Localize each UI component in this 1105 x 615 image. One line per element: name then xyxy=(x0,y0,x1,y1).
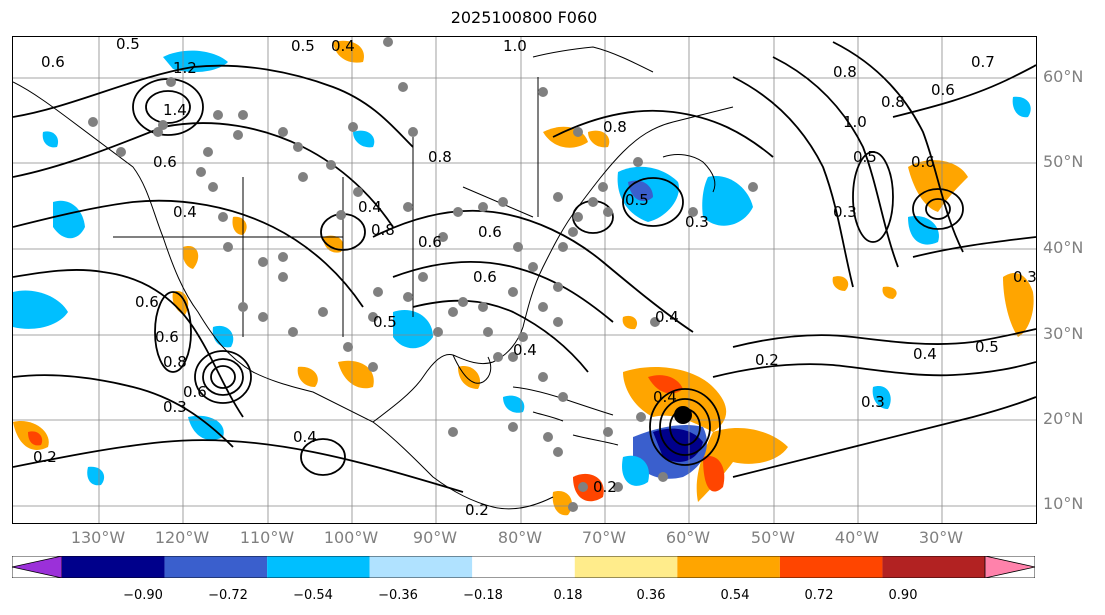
contour-label: 0.5 xyxy=(116,37,140,53)
contour-label: 0.8 xyxy=(428,148,452,166)
colorbar-tick-label: 0.90 xyxy=(888,588,918,603)
lon-label: 30°W xyxy=(918,528,964,547)
contour-label: 0.4 xyxy=(331,37,355,55)
colorbar-segment xyxy=(62,556,165,578)
contour-label: 0.8 xyxy=(881,93,905,111)
map-panel: 0.5 0.4 0.5 0.6 1.2 1.0 1.4 0.6 0.8 0.8 … xyxy=(12,36,1037,524)
contour-label: 0.7 xyxy=(971,53,995,71)
lon-label: 110°W xyxy=(239,528,295,547)
colorbar-tick-label: −0.90 xyxy=(123,588,163,603)
colorbar-tick-label: 0.54 xyxy=(720,588,750,603)
contour-label: 0.4 xyxy=(173,203,197,221)
contour-label: 1.2 xyxy=(173,59,197,77)
contour-label: 0.6 xyxy=(473,268,497,286)
contour-lines xyxy=(13,41,1036,493)
contour-label: 0.6 xyxy=(478,223,502,241)
colorbar-segment xyxy=(267,556,370,578)
lon-label: 90°W xyxy=(412,528,458,547)
colorbar-extend-low xyxy=(12,556,63,578)
colorbar-tick-label: −0.36 xyxy=(378,588,418,603)
lon-label: 40°W xyxy=(834,528,880,547)
colorbar-segment xyxy=(882,556,985,578)
lon-label: 130°W xyxy=(70,528,126,547)
contour-label: 0.5 xyxy=(373,313,397,331)
contour-label: 0.2 xyxy=(593,478,617,496)
contour-label: 1.0 xyxy=(843,113,867,131)
contour-label: 0.4 xyxy=(913,345,937,363)
contour-label-group: 0.5 0.4 0.5 0.6 1.2 1.0 1.4 0.6 0.8 0.8 … xyxy=(33,37,1036,519)
contour-label: 1.0 xyxy=(503,37,527,55)
lat-label: 10°N xyxy=(1043,494,1084,513)
colorbar-segment xyxy=(472,556,575,578)
lat-label: 40°N xyxy=(1043,238,1084,257)
lat-label: 50°N xyxy=(1043,152,1084,171)
contour-label: 0.3 xyxy=(685,213,709,231)
contour-label: 0.3 xyxy=(861,393,885,411)
colorbar-tick-label: −0.72 xyxy=(208,588,248,603)
lon-label: 80°W xyxy=(497,528,543,547)
colorbar-segment xyxy=(779,556,883,578)
lon-label: 70°W xyxy=(581,528,627,547)
contour-label: 0.2 xyxy=(465,501,489,519)
contour-label: 0.4 xyxy=(358,198,382,216)
contour-label: 0.5 xyxy=(291,37,315,55)
contour-label: 0.4 xyxy=(293,428,317,446)
lon-label: 60°W xyxy=(665,528,711,547)
lat-label: 30°N xyxy=(1043,324,1084,343)
contour-label: 0.3 xyxy=(163,398,187,416)
contour-label: 0.5 xyxy=(853,148,877,166)
contour-label: 0.6 xyxy=(41,53,65,71)
contour-label: 0.4 xyxy=(653,388,677,406)
contour-label: 0.6 xyxy=(135,293,159,311)
contour-label: 0.5 xyxy=(625,191,649,209)
contour-label: 0.3 xyxy=(1013,268,1036,286)
contour-label: 0.4 xyxy=(655,308,679,326)
contour-label: 0.2 xyxy=(755,351,779,369)
station-dots xyxy=(88,37,758,512)
lon-label: 120°W xyxy=(154,528,210,547)
colorbar-segment xyxy=(574,556,678,578)
lat-label: 20°N xyxy=(1043,409,1084,428)
contour-label: 0.6 xyxy=(153,153,177,171)
colorbar-extend-high xyxy=(984,556,1035,578)
contour-label: 0.3 xyxy=(833,203,857,221)
contour-label: 0.8 xyxy=(163,353,187,371)
map-title: 2025100800 F060 xyxy=(450,8,598,27)
colorbar-segment xyxy=(369,556,473,578)
coastlines xyxy=(13,46,734,510)
contour-label: 0.6 xyxy=(911,153,935,171)
contour-label: 0.6 xyxy=(931,81,955,99)
colorbar-tick-label: 0.36 xyxy=(636,588,666,603)
contour-label: 0.6 xyxy=(183,383,207,401)
contour-label: 0.8 xyxy=(833,63,857,81)
positive-shading xyxy=(13,40,1034,516)
colorbar-tick-label: 0.18 xyxy=(553,588,583,603)
contour-label: 0.2 xyxy=(33,448,57,466)
lon-label: 100°W xyxy=(323,528,379,547)
colorbar-tick-label: −0.54 xyxy=(293,588,333,603)
map-canvas: 0.5 0.4 0.5 0.6 1.2 1.0 1.4 0.6 0.8 0.8 … xyxy=(13,37,1036,523)
colorbar-tick-label: 0.72 xyxy=(804,588,834,603)
colorbar xyxy=(12,556,1035,578)
lon-label: 50°W xyxy=(750,528,796,547)
contour-label: 0.8 xyxy=(603,118,627,136)
colorbar-segment xyxy=(677,556,780,578)
contour-label: 0.4 xyxy=(513,341,537,359)
contour-label: 0.6 xyxy=(418,233,442,251)
contour-label: 0.6 xyxy=(155,328,179,346)
cyclone-center-marker xyxy=(674,406,692,424)
colorbar-segment xyxy=(164,556,268,578)
contour-label: 1.4 xyxy=(163,101,187,119)
contour-label: 0.8 xyxy=(371,221,395,239)
colorbar-tick-label: −0.18 xyxy=(463,588,503,603)
contour-label: 0.5 xyxy=(975,338,999,356)
lat-label: 60°N xyxy=(1043,67,1084,86)
